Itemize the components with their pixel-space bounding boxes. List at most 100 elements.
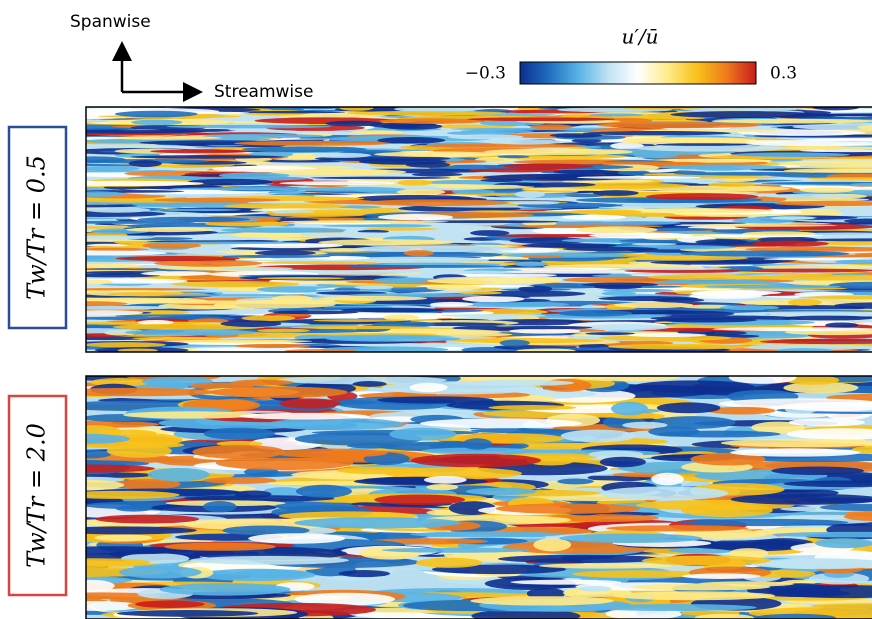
streak	[792, 123, 872, 130]
streak	[150, 149, 250, 154]
streak	[467, 117, 616, 122]
streak	[346, 110, 507, 116]
streak	[258, 261, 378, 265]
streak	[318, 239, 454, 246]
streak	[761, 559, 872, 569]
streak	[819, 113, 872, 117]
streak	[115, 478, 181, 490]
streak	[192, 444, 286, 459]
streak	[325, 120, 383, 127]
streak	[142, 242, 202, 249]
streak	[657, 430, 781, 438]
streak	[812, 107, 860, 111]
streak	[163, 339, 313, 343]
streak	[166, 124, 332, 129]
streak	[86, 464, 155, 473]
streak	[86, 166, 140, 172]
streak	[354, 285, 394, 290]
streak	[497, 155, 530, 159]
streak	[712, 118, 872, 124]
streak	[427, 277, 563, 285]
streak	[231, 379, 294, 386]
streak	[509, 201, 560, 205]
streak	[561, 214, 627, 220]
panel-label-box	[7, 125, 68, 330]
streak	[339, 256, 490, 264]
streak	[234, 490, 272, 498]
streak	[86, 243, 130, 247]
streak	[233, 140, 392, 146]
streak	[154, 208, 241, 212]
streak	[720, 305, 780, 311]
streak	[114, 110, 198, 118]
streak	[426, 484, 459, 491]
streak	[321, 224, 396, 228]
colorbar-label: u′/ū	[621, 25, 658, 49]
streak	[503, 163, 594, 170]
streak	[857, 124, 872, 130]
streak	[312, 152, 371, 158]
streak	[86, 310, 144, 316]
streak	[717, 266, 764, 272]
streak	[786, 376, 840, 385]
streak	[86, 387, 217, 397]
streak	[608, 343, 750, 350]
streak	[153, 259, 263, 267]
streak	[434, 184, 535, 189]
streak	[220, 266, 293, 271]
streak	[338, 570, 391, 578]
streak	[596, 122, 762, 129]
streak	[764, 193, 856, 199]
streak	[86, 180, 204, 187]
streak	[164, 542, 276, 551]
streak	[203, 501, 237, 513]
streak	[763, 257, 872, 261]
streak	[614, 208, 773, 214]
streak	[632, 583, 771, 591]
streak	[755, 613, 836, 619]
streak	[445, 270, 510, 274]
streak	[571, 376, 681, 382]
colorbar-tick-label: −0.3	[465, 64, 506, 84]
streak	[189, 555, 350, 565]
streak	[353, 477, 488, 486]
streak	[470, 230, 510, 236]
streak	[560, 429, 636, 443]
streak	[389, 427, 457, 441]
streak	[325, 336, 461, 342]
streak	[86, 204, 138, 208]
streak	[336, 466, 427, 475]
streak	[568, 209, 642, 215]
streak	[730, 493, 872, 505]
panel-frame	[85, 375, 872, 619]
streak	[491, 139, 563, 145]
streak	[137, 319, 174, 325]
streak	[441, 314, 546, 318]
streak	[695, 239, 749, 245]
streak	[690, 452, 766, 466]
streak	[499, 339, 530, 347]
streak	[495, 503, 640, 514]
streak	[115, 505, 153, 512]
streak	[106, 444, 172, 458]
streak	[124, 329, 256, 336]
streak	[768, 585, 872, 599]
streak	[482, 174, 634, 181]
streak	[115, 255, 240, 262]
streak	[318, 295, 428, 301]
streak	[483, 148, 633, 156]
streak	[423, 475, 467, 484]
streak	[171, 281, 300, 288]
streak	[681, 176, 779, 179]
streak	[411, 172, 463, 177]
streak	[416, 124, 516, 129]
streak	[627, 255, 748, 261]
streak	[416, 557, 483, 568]
streak	[559, 533, 703, 544]
streak	[779, 338, 872, 342]
streak	[590, 604, 757, 612]
streak	[799, 187, 855, 193]
streak	[296, 186, 405, 192]
streak	[450, 338, 603, 344]
streak	[588, 450, 644, 459]
